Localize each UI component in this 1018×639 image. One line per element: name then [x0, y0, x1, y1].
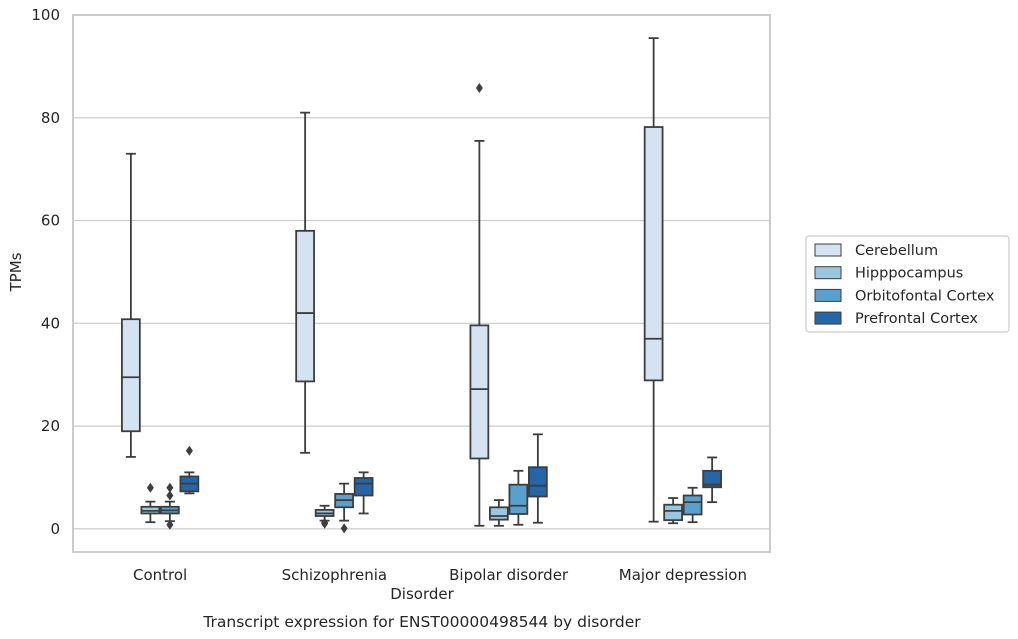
- outlier-point: [146, 482, 154, 493]
- box-2-0: [160, 482, 180, 530]
- y-tick-label: 40: [41, 314, 60, 332]
- box-0-2: [469, 82, 490, 527]
- x-tick-label: Major depression: [619, 566, 747, 584]
- outlier-point: [475, 82, 483, 93]
- legend-box: [805, 235, 1010, 333]
- box-body: [702, 469, 722, 489]
- plot-border: [72, 14, 771, 553]
- box-2-3: [682, 486, 703, 524]
- legend-label: Hipppocampus: [855, 266, 963, 282]
- outlier-point: [166, 482, 174, 493]
- outlier-point: [340, 523, 348, 534]
- box-1-0: [140, 482, 161, 524]
- box-0-0: [121, 152, 141, 458]
- box-3-3: [702, 456, 722, 504]
- outlier-point: [185, 445, 193, 456]
- legend-label: Cerebellum: [855, 243, 938, 259]
- y-tick-label: 60: [41, 212, 60, 230]
- box-2-2: [508, 469, 529, 526]
- box-body: [663, 503, 683, 522]
- box-1-1: [314, 504, 335, 529]
- box-series: [121, 37, 722, 534]
- chart-caption: Transcript expression for ENST0000049854…: [202, 613, 641, 631]
- box-body: [469, 324, 490, 460]
- box-body: [489, 506, 509, 521]
- box-3-1: [353, 471, 374, 515]
- legend-label: Orbitofontal Cortex: [855, 288, 995, 304]
- box-body: [682, 494, 703, 516]
- box-0-3: [643, 37, 664, 523]
- outlier-point: [321, 517, 329, 528]
- box-body: [528, 466, 548, 498]
- box-3-0: [179, 445, 200, 495]
- legend: Cerebellum Hipppocampus Orbitofontal Corte…: [805, 235, 1010, 333]
- box-body: [121, 318, 141, 433]
- x-tick-label: Schizophrenia: [282, 566, 387, 584]
- x-axis-label: Disorder: [390, 585, 454, 603]
- tick-labels: 0 20 40 60 80 100 Control Schizophrenia Bipolar …: [31, 6, 747, 584]
- legend-label: Prefrontal Cortex: [855, 311, 978, 327]
- box-0-1: [295, 111, 315, 454]
- outlier-point: [166, 519, 174, 530]
- box-body: [295, 229, 315, 383]
- y-tick-label: 80: [41, 109, 60, 127]
- box-2-1: [334, 482, 354, 534]
- plot-frame: [72, 14, 771, 553]
- legend-swatch: [814, 311, 842, 325]
- y-tick-label: 100: [31, 6, 60, 24]
- legend-swatch: [814, 266, 842, 280]
- grid: [73, 14, 770, 530]
- box-body: [353, 477, 374, 497]
- y-axis-label: TPMs: [7, 252, 25, 292]
- outlier-point: [166, 490, 174, 501]
- legend-swatch: [814, 288, 842, 302]
- box-body: [643, 126, 664, 382]
- x-tick-label: Bipolar disorder: [449, 566, 569, 584]
- box-1-3: [663, 497, 683, 525]
- y-tick-label: 0: [50, 520, 60, 538]
- box-1-2: [489, 499, 509, 527]
- box-body: [508, 483, 529, 515]
- legend-swatch: [814, 243, 842, 257]
- box-3-2: [528, 433, 548, 524]
- y-tick-label: 20: [41, 417, 60, 435]
- x-tick-label: Control: [133, 566, 187, 584]
